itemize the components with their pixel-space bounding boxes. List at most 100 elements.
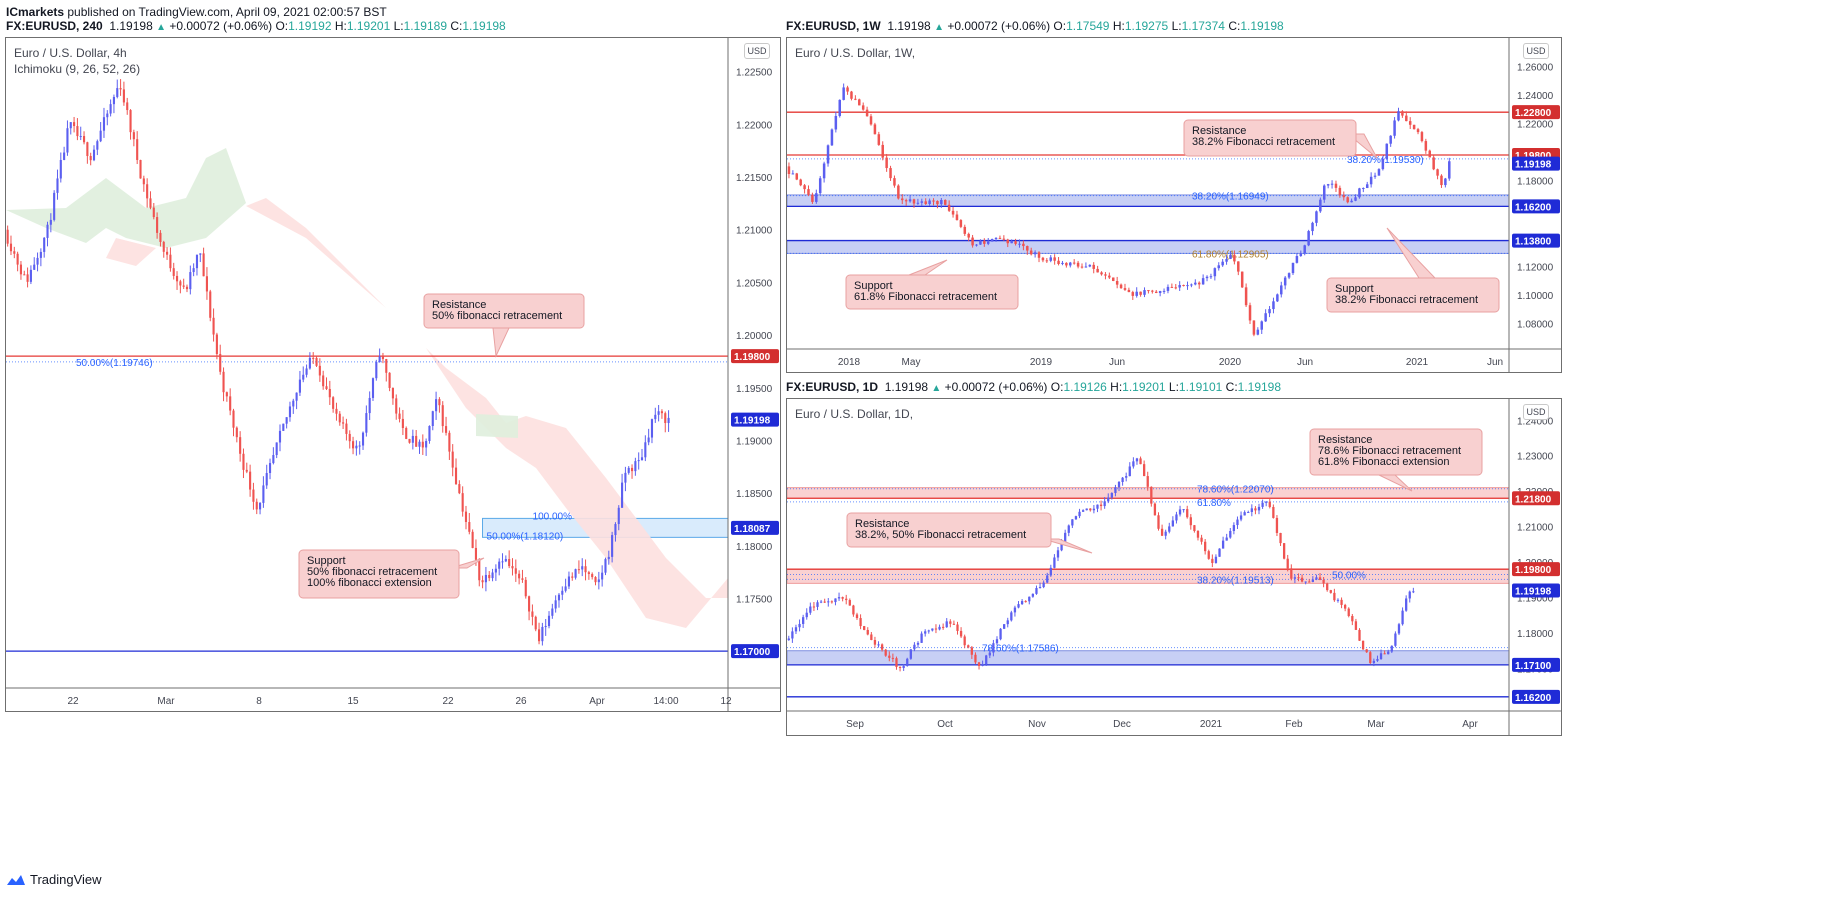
low-value: 1.17374 [1181, 19, 1225, 33]
candle-body [564, 586, 567, 591]
chart-canvas-4h[interactable]: 100.00% 50.00%(1.18120) 50.00%(1.19746) Res… [6, 38, 781, 712]
callout-text: Support [854, 280, 893, 292]
candle-body [33, 264, 36, 270]
candle-body [941, 626, 945, 628]
currency-badge[interactable]: USD [1523, 404, 1549, 420]
candle-body [136, 139, 139, 160]
symbol-label[interactable]: FX:EURUSD, 240 [6, 19, 103, 33]
candle-body [985, 655, 988, 665]
candle-body [1214, 556, 1218, 563]
candle-body [1217, 265, 1221, 269]
price-tag-label: 1.16200 [1515, 202, 1552, 213]
candle-body [398, 413, 401, 419]
open-label: O: [1050, 380, 1064, 394]
candle-body [418, 441, 421, 447]
candle-body [1350, 200, 1353, 203]
currency-badge[interactable]: USD [1523, 43, 1549, 59]
change-label: +0.00072 (+0.06%) [169, 19, 273, 33]
candle-body [827, 601, 830, 603]
candle-body [285, 417, 288, 424]
time-tick: Apr [1462, 719, 1478, 730]
fibonacci-label: 78.60%(1.22070) [1197, 485, 1274, 496]
candle-body [551, 608, 554, 616]
callout-box [423, 293, 585, 329]
candle-body [1275, 517, 1279, 533]
price-tick: 1.21000 [736, 226, 773, 237]
candle-body [1175, 514, 1178, 521]
candle-body [861, 105, 865, 110]
indicator-label[interactable]: Ichimoku (9, 26, 52, 26) [14, 62, 141, 76]
price-tag-label: 1.19198 [1515, 160, 1552, 171]
candle-body [841, 597, 844, 599]
candle-body [222, 371, 225, 393]
chart-canvas-1w[interactable]: 38.20%(1.19530)38.20%(1.16949)61.80%(1.1… [787, 38, 1562, 373]
publisher-author[interactable]: ICmarkets [6, 5, 65, 19]
candle-body [1053, 557, 1056, 568]
currency-badge[interactable]: USD [744, 43, 770, 59]
candle-body [1186, 509, 1189, 518]
candle-body [1010, 612, 1013, 621]
candle-body [799, 179, 802, 186]
candle-body [1358, 629, 1361, 641]
candle-body [298, 379, 301, 393]
candle-body [425, 440, 428, 448]
candle-body [611, 535, 614, 557]
candle-body [1096, 504, 1099, 509]
low-label: L: [393, 19, 404, 33]
candle-body [9, 243, 13, 252]
candle-body [474, 547, 478, 560]
candle-body [992, 643, 995, 653]
candle-body [1323, 185, 1326, 200]
candle-body [951, 210, 955, 215]
chart-canvas-1d[interactable]: 78.60%(1.22070) 61.80% 38.20%(1.19513) 50.0… [787, 399, 1562, 736]
candle-body [1026, 246, 1029, 251]
candle-body [1197, 282, 1201, 285]
candle-body [1076, 262, 1080, 267]
chart-panel-1d[interactable]: 78.60%(1.22070) 61.80% 38.20%(1.19513) 50.0… [786, 398, 1562, 736]
candle-body [1205, 276, 1209, 279]
price-tick: 1.10000 [1517, 291, 1554, 302]
candle-body [109, 104, 112, 114]
candle-body [1336, 599, 1340, 601]
callout-text: 100% fibonacci extension [307, 577, 432, 589]
chart-panel-1w[interactable]: 38.20%(1.19530)38.20%(1.16949)61.80%(1.1… [786, 37, 1562, 373]
candle-body [667, 417, 670, 424]
symbol-label[interactable]: FX:EURUSD, 1D [786, 380, 879, 394]
candle-body [275, 442, 278, 456]
candle-body [454, 467, 458, 485]
plot-area: 38.20%(1.19530)38.20%(1.16949)61.80%(1.1… [787, 111, 1510, 260]
candle-body [39, 251, 42, 258]
time-tick: 2019 [1030, 357, 1053, 368]
candle-body [541, 626, 544, 642]
chart-panel-4h[interactable]: 100.00% 50.00%(1.18120) 50.00%(1.19746) Res… [5, 37, 781, 712]
candle-body [1067, 525, 1070, 533]
candle-body [1154, 291, 1158, 293]
candle-body [478, 559, 481, 581]
candle-body [1190, 284, 1193, 286]
candle-body [219, 353, 222, 372]
fibonacci-label: 61.80% [1197, 498, 1231, 509]
candle-body [152, 207, 155, 218]
candle-body [1268, 501, 1271, 507]
candle-body [1329, 590, 1332, 593]
fibonacci-label: 38.20%(1.19513) [1197, 575, 1274, 586]
candle-body [983, 240, 986, 244]
candle-body [435, 399, 438, 412]
price-tag [1512, 105, 1560, 120]
candle-body [1416, 129, 1420, 133]
time-tick: Nov [1028, 719, 1046, 730]
candle-body [1042, 582, 1045, 588]
chart-header-1d: FX:EURUSD, 1D 1.19198 ▲ +0.00072 (+0.06%… [786, 380, 1281, 394]
candle-body [1201, 278, 1205, 285]
symbol-label[interactable]: FX:EURUSD, 1W [786, 19, 881, 33]
candle-body [866, 629, 869, 635]
candle-body [169, 254, 172, 269]
candle-body [1146, 476, 1149, 487]
time-tick: 15 [347, 696, 359, 707]
candle-body [888, 655, 891, 658]
tradingview-logo[interactable]: TradingView [6, 872, 102, 887]
candle-body [1369, 652, 1372, 663]
close-label: C: [1225, 380, 1238, 394]
